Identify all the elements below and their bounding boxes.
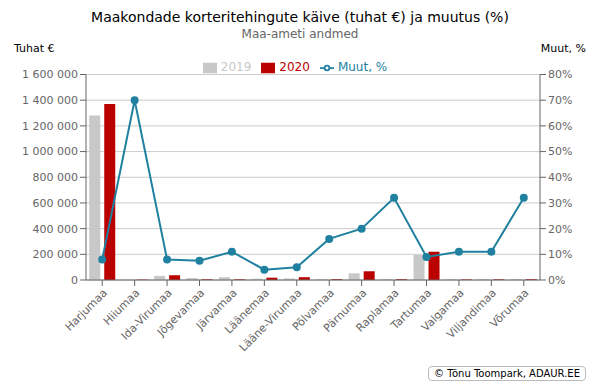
html-text:Muut, %: Muut, %: [337, 60, 388, 74]
svg-text:60%: 60%: [548, 120, 572, 133]
svg-text:10%: 10%: [548, 248, 572, 261]
html-text:Maakondade korteritehingute kä: Maakondade korteritehingute käive (tuhat…: [91, 9, 509, 25]
html-text:Muut, %: Muut, %: [540, 42, 586, 55]
svg-text:Tartumaa: Tartumaa: [388, 286, 435, 333]
svg-text:80%: 80%: [548, 68, 572, 81]
svg-text:1 600 000: 1 600 000: [22, 68, 78, 81]
svg-text:Raplamaa: Raplamaa: [353, 286, 402, 335]
svg-text:Harjumaa: Harjumaa: [63, 286, 110, 333]
svg-text:Põlvamaa: Põlvamaa: [289, 286, 337, 334]
svg-text:0%: 0%: [548, 274, 565, 287]
svg-text:Pärnumaa: Pärnumaa: [320, 286, 370, 335]
svg-text:Valgamaa: Valgamaa: [418, 286, 467, 335]
svg-text:Lääne-Virumaa: Lääne-Virumaa: [236, 286, 305, 355]
svg-text:Võrumaa: Võrumaa: [488, 286, 532, 330]
html-text:© Tõnu Toompark, ADAUR.EE: © Tõnu Toompark, ADAUR.EE: [434, 368, 580, 379]
html-text:Tuhat €: Tuhat €: [14, 42, 55, 55]
svg-text:50%: 50%: [548, 145, 572, 158]
html-text:Maa-ameti andmed: Maa-ameti andmed: [241, 27, 359, 41]
svg-text:1 200 000: 1 200 000: [22, 120, 78, 133]
svg-text:40%: 40%: [548, 171, 572, 184]
html-text:2019: 2019: [220, 60, 252, 74]
svg-text:400 000: 400 000: [33, 223, 79, 236]
svg-text:Jõgevamaa: Jõgevamaa: [154, 286, 207, 339]
svg-text:200 000: 200 000: [33, 248, 79, 261]
html-text:2020: 2020: [279, 60, 310, 74]
svg-text:70%: 70%: [548, 94, 572, 107]
svg-text:30%: 30%: [548, 197, 572, 210]
svg-text:Läänemaa: Läänemaa: [222, 286, 272, 337]
svg-text:0: 0: [71, 274, 78, 287]
svg-text:Järvamaa: Järvamaa: [193, 286, 240, 333]
svg-text:Hiiumaa: Hiiumaa: [100, 286, 143, 328]
svg-text:800 000: 800 000: [33, 171, 79, 184]
svg-text:20%: 20%: [548, 223, 572, 236]
svg-text:1 000 000: 1 000 000: [22, 145, 78, 158]
svg-text:600 000: 600 000: [33, 197, 79, 210]
svg-text:1 400 000: 1 400 000: [22, 94, 78, 107]
svg-text:Viljandimaa: Viljandimaa: [444, 286, 499, 341]
svg-text:Ida-Virumaa: Ida-Virumaa: [118, 286, 175, 343]
